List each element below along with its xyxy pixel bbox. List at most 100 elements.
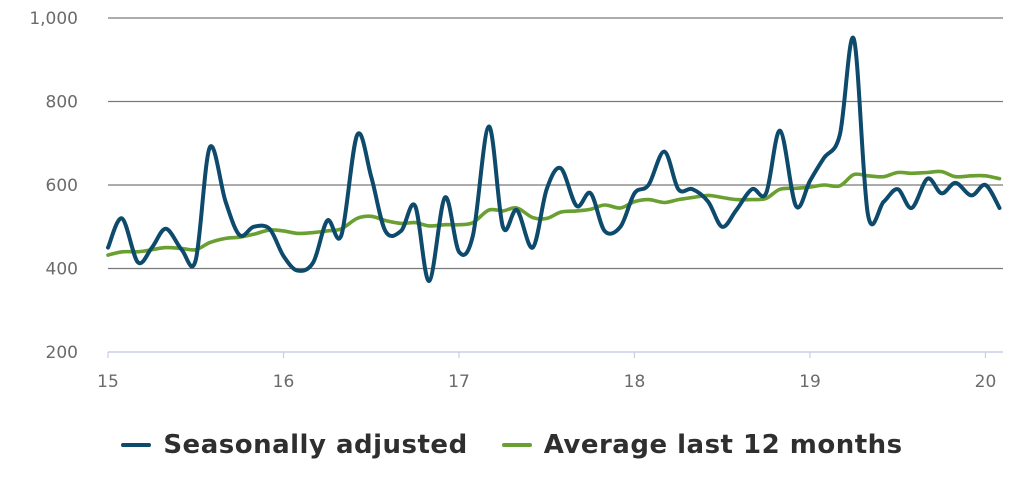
data-point bbox=[910, 171, 914, 175]
data-point bbox=[822, 156, 826, 160]
data-point bbox=[691, 196, 694, 199]
data-point bbox=[720, 225, 724, 229]
data-point bbox=[106, 253, 110, 257]
data-point bbox=[545, 217, 549, 220]
legend-label-average-last-12-months: Average last 12 months bbox=[543, 430, 903, 460]
data-point bbox=[852, 37, 856, 41]
x-tick-label: 16 bbox=[273, 372, 295, 392]
data-point bbox=[369, 214, 373, 218]
data-point bbox=[882, 200, 886, 204]
line-chart: 200 400 600 800 1,000 15 16 17 18 19 20 bbox=[29, 9, 1003, 392]
data-point bbox=[734, 198, 738, 202]
data-point bbox=[487, 125, 491, 128]
data-point bbox=[866, 212, 870, 216]
data-point bbox=[647, 183, 650, 187]
data-point bbox=[296, 269, 299, 272]
data-point bbox=[296, 232, 299, 235]
y-tick-label: 400 bbox=[46, 260, 78, 280]
y-tick-label: 600 bbox=[46, 176, 78, 196]
data-point bbox=[838, 133, 842, 137]
data-point bbox=[413, 204, 417, 208]
x-axis: 15 16 17 18 19 20 bbox=[97, 352, 996, 392]
data-point bbox=[720, 196, 724, 199]
data-point bbox=[282, 254, 285, 258]
data-point bbox=[399, 222, 403, 225]
data-point bbox=[734, 208, 738, 212]
data-point bbox=[662, 201, 666, 204]
data-point bbox=[970, 194, 973, 197]
data-point bbox=[954, 175, 957, 179]
data-point bbox=[194, 258, 198, 262]
data-point bbox=[224, 237, 228, 240]
data-point bbox=[443, 196, 447, 199]
data-point bbox=[808, 179, 812, 183]
legend-swatch-average-last-12-months bbox=[501, 443, 532, 447]
data-point bbox=[998, 206, 1001, 210]
data-point bbox=[589, 207, 592, 211]
data-point bbox=[852, 173, 856, 177]
data-point bbox=[794, 204, 798, 208]
y-tick-label: 800 bbox=[46, 93, 78, 113]
x-tick-label: 19 bbox=[799, 372, 821, 392]
data-point bbox=[676, 198, 680, 202]
data-point bbox=[778, 129, 782, 133]
data-point bbox=[750, 187, 754, 191]
data-point bbox=[984, 174, 987, 178]
data-point bbox=[940, 191, 943, 195]
legend-item-seasonally-adjusted: Seasonally adjusted bbox=[121, 430, 467, 460]
data-point bbox=[633, 191, 636, 195]
series-line-seasonally-adjusted bbox=[106, 35, 1002, 284]
data-point bbox=[662, 150, 666, 154]
data-point bbox=[559, 166, 563, 170]
data-point bbox=[926, 177, 929, 181]
data-point bbox=[691, 187, 694, 191]
data-point bbox=[531, 246, 535, 250]
data-point bbox=[471, 233, 475, 237]
data-point bbox=[180, 248, 184, 252]
data-point bbox=[676, 187, 680, 191]
data-point bbox=[340, 233, 343, 237]
data-point bbox=[413, 221, 417, 225]
data-point bbox=[106, 246, 110, 250]
data-point bbox=[647, 198, 650, 202]
data-point bbox=[457, 250, 461, 254]
legend-label-seasonally-adjusted: Seasonally adjusted bbox=[163, 430, 468, 460]
data-point bbox=[487, 208, 491, 212]
legend: Seasonally adjusted Average last 12 mont… bbox=[0, 430, 1024, 460]
data-point bbox=[150, 246, 154, 250]
data-point bbox=[268, 227, 271, 231]
data-point bbox=[954, 181, 957, 185]
data-point bbox=[559, 210, 563, 214]
data-point bbox=[136, 250, 140, 254]
data-point bbox=[603, 229, 606, 233]
data-point bbox=[545, 187, 549, 191]
y-tick-label: 200 bbox=[46, 343, 78, 363]
data-point bbox=[208, 241, 212, 245]
data-point bbox=[619, 225, 622, 229]
legend-item-average-last-12-months: Average last 12 months bbox=[501, 430, 903, 460]
data-point bbox=[326, 219, 329, 222]
data-point bbox=[603, 203, 606, 207]
data-point bbox=[311, 231, 315, 235]
series-points-seasonally-adjusted bbox=[106, 37, 1001, 283]
data-point bbox=[706, 200, 710, 204]
legend-swatch-seasonally-adjusted bbox=[121, 443, 152, 447]
data-point bbox=[589, 191, 592, 195]
data-point bbox=[926, 171, 929, 174]
data-point bbox=[822, 183, 826, 187]
data-point bbox=[355, 217, 359, 220]
data-point bbox=[427, 279, 431, 283]
data-point bbox=[383, 229, 387, 233]
series-lines bbox=[106, 35, 1002, 284]
data-point bbox=[866, 174, 870, 178]
data-point bbox=[238, 233, 242, 237]
data-point bbox=[531, 216, 535, 220]
data-point bbox=[575, 204, 578, 208]
data-point bbox=[120, 250, 124, 254]
data-point bbox=[750, 198, 754, 202]
x-tick-label: 18 bbox=[624, 372, 646, 392]
data-point bbox=[998, 177, 1001, 181]
data-point bbox=[399, 229, 403, 233]
data-point bbox=[896, 187, 900, 191]
data-point bbox=[838, 184, 842, 188]
